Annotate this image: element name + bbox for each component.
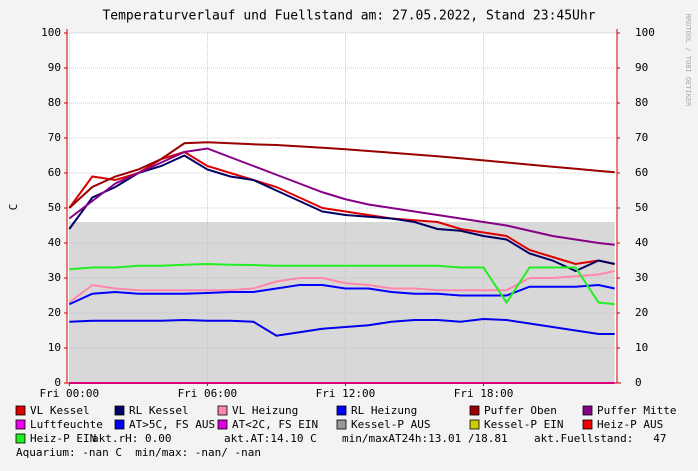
- line: [69, 262, 615, 306]
- legend-label: Puffer Mitte: [597, 404, 676, 417]
- legend-label: RL Kessel: [129, 404, 189, 417]
- y-tick-label: 30: [48, 271, 61, 284]
- y2-tick-label: 10: [635, 341, 648, 354]
- y-tick-label: 50: [48, 201, 61, 214]
- line: [68, 270, 615, 304]
- y2-tick-label: 30: [635, 271, 648, 284]
- legend-label: Heiz-P AUS: [597, 418, 663, 431]
- y2-tick-label: 0: [635, 376, 642, 389]
- y-tick-label: 60: [48, 166, 61, 179]
- line: [69, 317, 615, 337]
- legend-label: Puffer Oben: [484, 404, 557, 417]
- x-tick-label: Fri 06:00: [178, 387, 238, 400]
- y2-tick-label: 50: [635, 201, 648, 214]
- legend-swatch: [582, 405, 593, 416]
- y-axis-label: C: [7, 204, 20, 211]
- status-note: akt.AT:14.10 C: [224, 432, 317, 445]
- legend-swatch: [469, 405, 480, 416]
- legend-label: AT<2C, FS EIN: [232, 418, 318, 431]
- legend-label: RL Heizung: [351, 404, 417, 417]
- legend-swatch: [217, 405, 228, 416]
- y2-tick-label: 20: [635, 306, 648, 319]
- x-tick-label: Fri 00:00: [39, 387, 99, 400]
- legend-label: Heiz-P EIN: [30, 432, 96, 445]
- line: [68, 154, 615, 273]
- line: [68, 147, 615, 246]
- y-tick-label: 20: [48, 306, 61, 319]
- status-note: Aquarium: -nan C min/max: -nan/ -nan: [16, 446, 261, 459]
- line: [68, 141, 615, 209]
- legend-label: VL Kessel: [30, 404, 90, 417]
- y2-tick-label: 60: [635, 166, 648, 179]
- x-tick-label: Fri 18:00: [454, 387, 514, 400]
- legend-swatch: [582, 419, 593, 430]
- legend-swatch: [15, 405, 26, 416]
- y-tick-label: 70: [48, 131, 61, 144]
- y-tick-label: 100: [41, 26, 61, 39]
- legend-swatch: [336, 419, 347, 430]
- legend-swatch: [336, 405, 347, 416]
- legend-swatch: [114, 419, 125, 430]
- y2-tick-label: 90: [635, 61, 648, 74]
- legend-label: Kessel-P AUS: [351, 418, 430, 431]
- x-tick-label: Fri 12:00: [316, 387, 376, 400]
- chart-title: Temperaturverlauf und Fuellstand am: 27.…: [102, 9, 595, 24]
- y2-tick-label: 70: [635, 131, 648, 144]
- line: [68, 283, 615, 306]
- area: [69, 222, 615, 383]
- legend-swatch: [15, 433, 26, 444]
- status-note: akt.Fuellstand: 47: [534, 432, 666, 445]
- y2-tick-label: 100: [635, 26, 655, 39]
- legend-label: VL Heizung: [232, 404, 298, 417]
- legend-swatch: [469, 419, 480, 430]
- legend-label: Luftfeuchte: [30, 418, 103, 431]
- status-note: akt.rH: 0.00: [92, 432, 171, 445]
- status-note: min/maxAT24h:13.01 /18.81: [342, 432, 508, 445]
- legend-label: AT>5C, FS AUS: [129, 418, 215, 431]
- y2-tick-label: 40: [635, 236, 648, 249]
- watermark: RRDTOOL / TOBI OETIKER: [684, 14, 692, 108]
- y-tick-label: 0: [54, 376, 61, 389]
- legend-label: Kessel-P EIN: [484, 418, 563, 431]
- y-tick-label: 90: [48, 61, 61, 74]
- legend-swatch: [114, 405, 125, 416]
- legend-swatch: [15, 419, 26, 430]
- y-tick-label: 40: [48, 236, 61, 249]
- y-tick-label: 10: [48, 341, 61, 354]
- y2-tick-label: 80: [635, 96, 648, 109]
- legend-swatch: [217, 419, 228, 430]
- y-tick-label: 80: [48, 96, 61, 109]
